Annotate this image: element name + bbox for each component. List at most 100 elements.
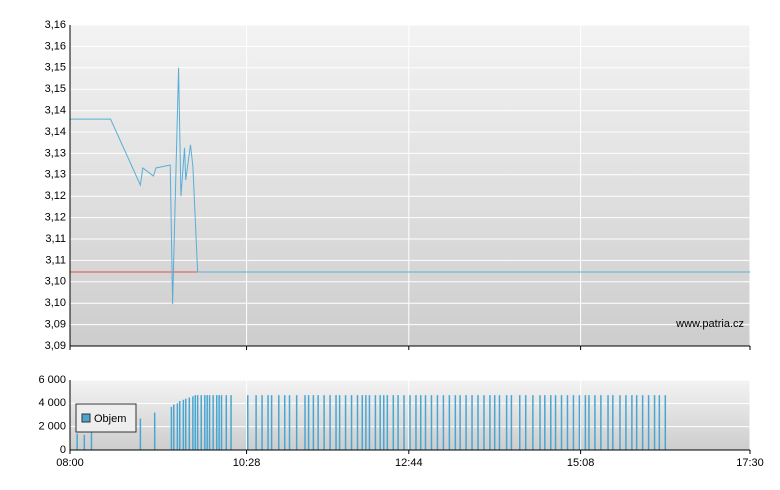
volume-bar <box>442 395 445 450</box>
volume-bar <box>560 395 563 450</box>
volume-bar <box>196 395 199 450</box>
volume-bar <box>344 395 347 450</box>
volume-bar <box>647 395 650 450</box>
volume-bar <box>532 395 534 450</box>
legend-swatch <box>81 413 91 423</box>
volume-bar <box>554 395 557 450</box>
volume-bar <box>493 395 496 450</box>
volume-bar <box>83 434 86 450</box>
volume-bar <box>212 395 214 450</box>
volume-bar <box>510 395 513 450</box>
volume-bar <box>278 395 280 450</box>
y-tick-label: 3,11 <box>45 233 66 245</box>
volume-bar <box>409 395 411 450</box>
y-tick-label: 3,13 <box>45 147 66 159</box>
y-tick-label: 3,15 <box>45 83 66 95</box>
volume-bar <box>397 395 399 450</box>
volume-bar <box>215 395 218 450</box>
volume-bar <box>283 395 286 450</box>
x-tick-label: 15:08 <box>567 457 595 469</box>
volume-bar <box>379 395 381 450</box>
volume-bar <box>448 395 451 450</box>
volume-bar <box>192 396 194 450</box>
volume-bar <box>173 404 175 450</box>
volume-bar <box>419 395 422 450</box>
volume-bar <box>454 395 457 450</box>
volume-bar <box>578 395 581 450</box>
volume-bar <box>436 395 439 450</box>
volume-bar <box>329 395 331 450</box>
volume-bar <box>607 395 609 450</box>
volume-bar <box>424 395 427 450</box>
volume-bar <box>403 395 405 450</box>
volume-bar <box>76 433 78 450</box>
y-tick-label: 3,14 <box>45 126 66 138</box>
volume-bar <box>524 395 527 450</box>
volume-bar <box>220 395 223 450</box>
volume-bar <box>188 397 191 450</box>
volume-bar <box>415 395 417 450</box>
volume-bar <box>625 395 627 450</box>
volume-bar <box>194 395 197 450</box>
x-tick-label: 10:28 <box>233 457 261 469</box>
volume-bar <box>658 395 661 450</box>
y-tick-label: 3,10 <box>45 276 66 288</box>
volume-bar <box>471 395 473 450</box>
volume-bar <box>368 395 371 450</box>
x-tick-label: 17:30 <box>736 457 764 469</box>
volume-bar <box>255 395 257 450</box>
y-tick-label: 3,15 <box>45 62 66 74</box>
volume-bar <box>261 395 263 450</box>
volume-bar <box>386 395 389 450</box>
volume-bar <box>317 395 319 450</box>
legend-label: Objem <box>94 413 126 425</box>
volume-bar <box>566 395 569 450</box>
volume-bar <box>295 395 298 450</box>
volume-bar <box>664 395 667 450</box>
y-tick-label: 3,16 <box>45 19 66 31</box>
volume-bar <box>350 395 353 450</box>
volume-bar <box>477 395 479 450</box>
volume-bar <box>519 395 521 450</box>
volume-bar <box>550 395 552 450</box>
y-tick-label: 2 000 <box>38 421 66 433</box>
volume-bar <box>323 395 325 450</box>
volume-bar <box>489 395 491 450</box>
volume-bar <box>179 401 181 450</box>
y-tick-label: 0 <box>60 444 66 456</box>
y-tick-label: 3,12 <box>45 190 66 202</box>
volume-bar <box>498 395 501 450</box>
volume-bar <box>335 395 337 450</box>
y-tick-label: 3,16 <box>45 40 66 52</box>
volume-bar <box>208 395 211 450</box>
volume-bar <box>90 432 93 450</box>
x-tick-label: 12:44 <box>395 457 423 469</box>
volume-bar <box>365 395 367 450</box>
volume-bar <box>383 395 385 450</box>
volume-bar <box>653 395 656 450</box>
watermark: www.patria.cz <box>675 318 744 330</box>
volume-bar <box>153 412 156 450</box>
volume-bar <box>270 395 273 450</box>
volume-bar <box>267 395 269 450</box>
volume-bar <box>218 395 220 450</box>
y-tick-label: 3,14 <box>45 105 66 117</box>
y-tick-label: 3,11 <box>45 254 66 266</box>
y-tick-label: 3,13 <box>45 169 66 181</box>
volume-bar <box>200 395 202 450</box>
volume-bar <box>539 395 541 450</box>
volume-bar <box>612 395 614 450</box>
volume-bar <box>361 395 364 450</box>
volume-bar <box>204 395 206 450</box>
volume-bar <box>459 395 461 450</box>
volume-bar <box>544 395 546 450</box>
volume-bar <box>225 395 228 450</box>
volume-bar <box>594 395 596 450</box>
volume-bar <box>635 395 638 450</box>
volume-bar <box>247 395 249 450</box>
volume-bar <box>631 395 633 450</box>
volume-bar <box>588 395 590 450</box>
volume-bar <box>184 398 187 450</box>
volume-bar <box>182 399 185 450</box>
